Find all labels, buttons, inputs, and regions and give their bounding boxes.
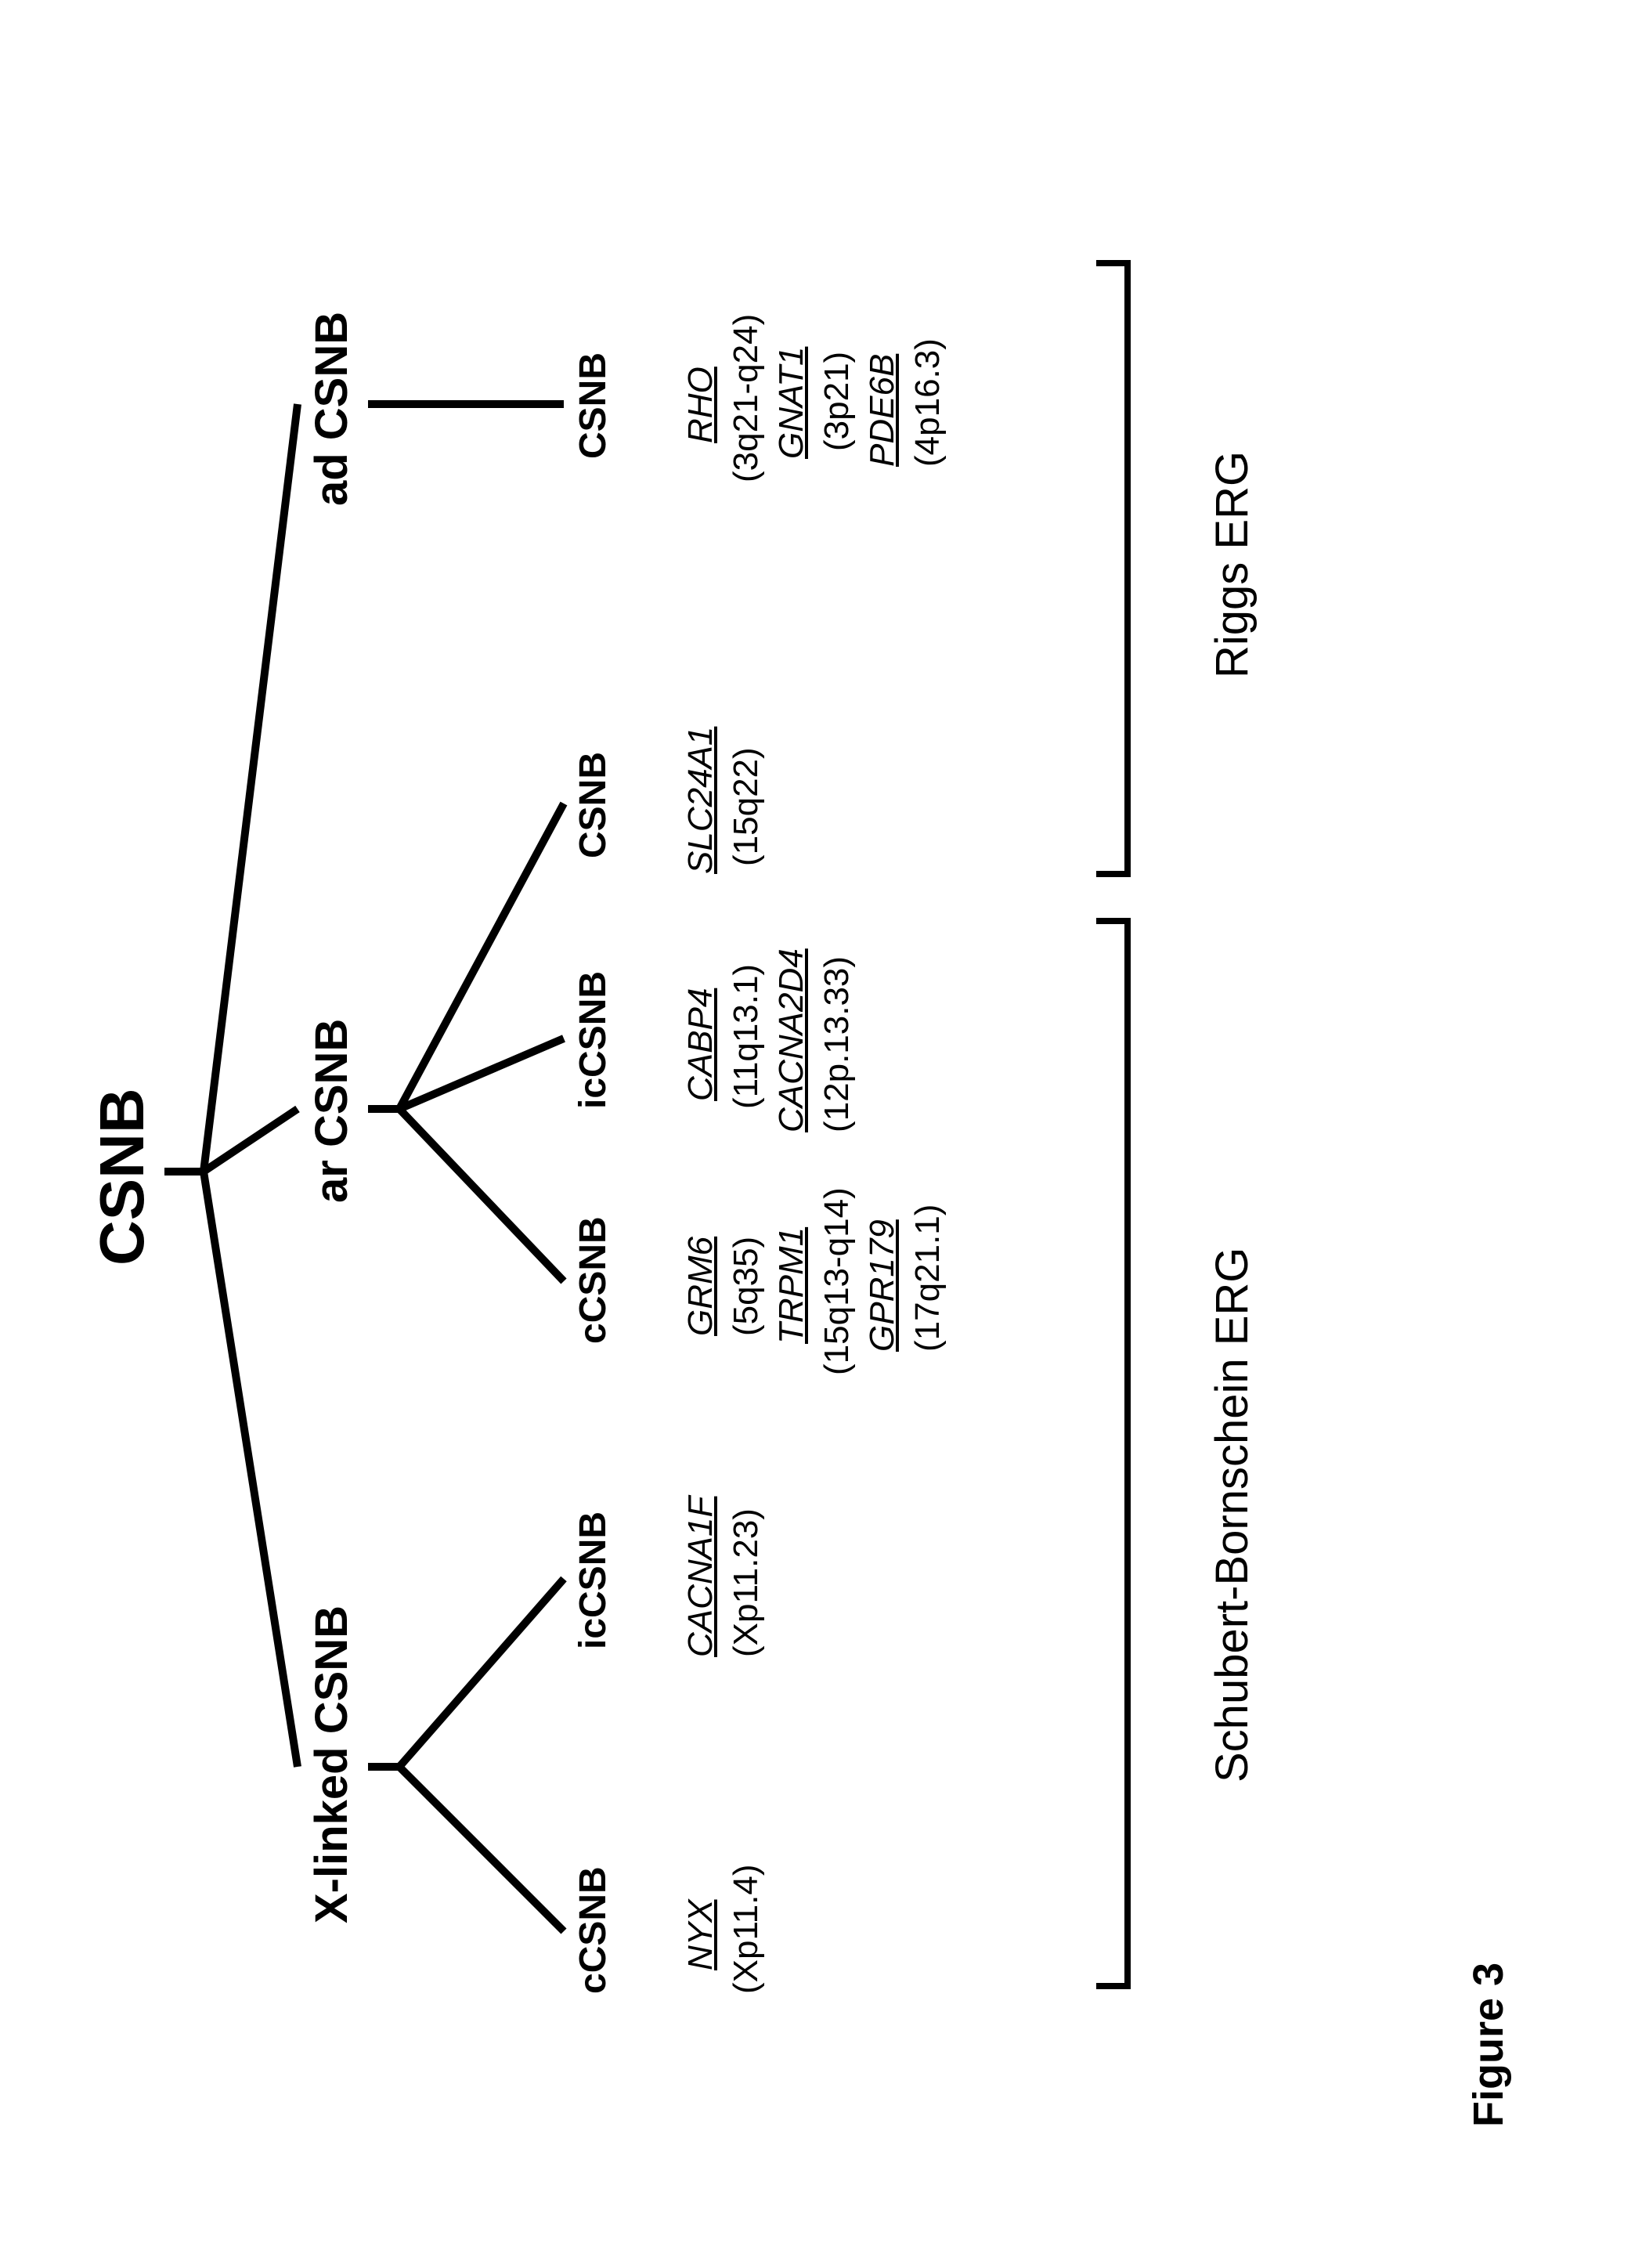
diagram-canvas: CSNB X-linked CSNB ar CSNB ad CSNB cCSNB… xyxy=(0,0,1642,2268)
figure-label: Figure 3 xyxy=(1464,1963,1513,2127)
erg-schubert-bornschein: Schubert-Bornschein ERG xyxy=(1206,1248,1258,1782)
erg-brackets xyxy=(0,0,1642,2268)
erg-riggs: Riggs ERG xyxy=(1206,451,1258,678)
